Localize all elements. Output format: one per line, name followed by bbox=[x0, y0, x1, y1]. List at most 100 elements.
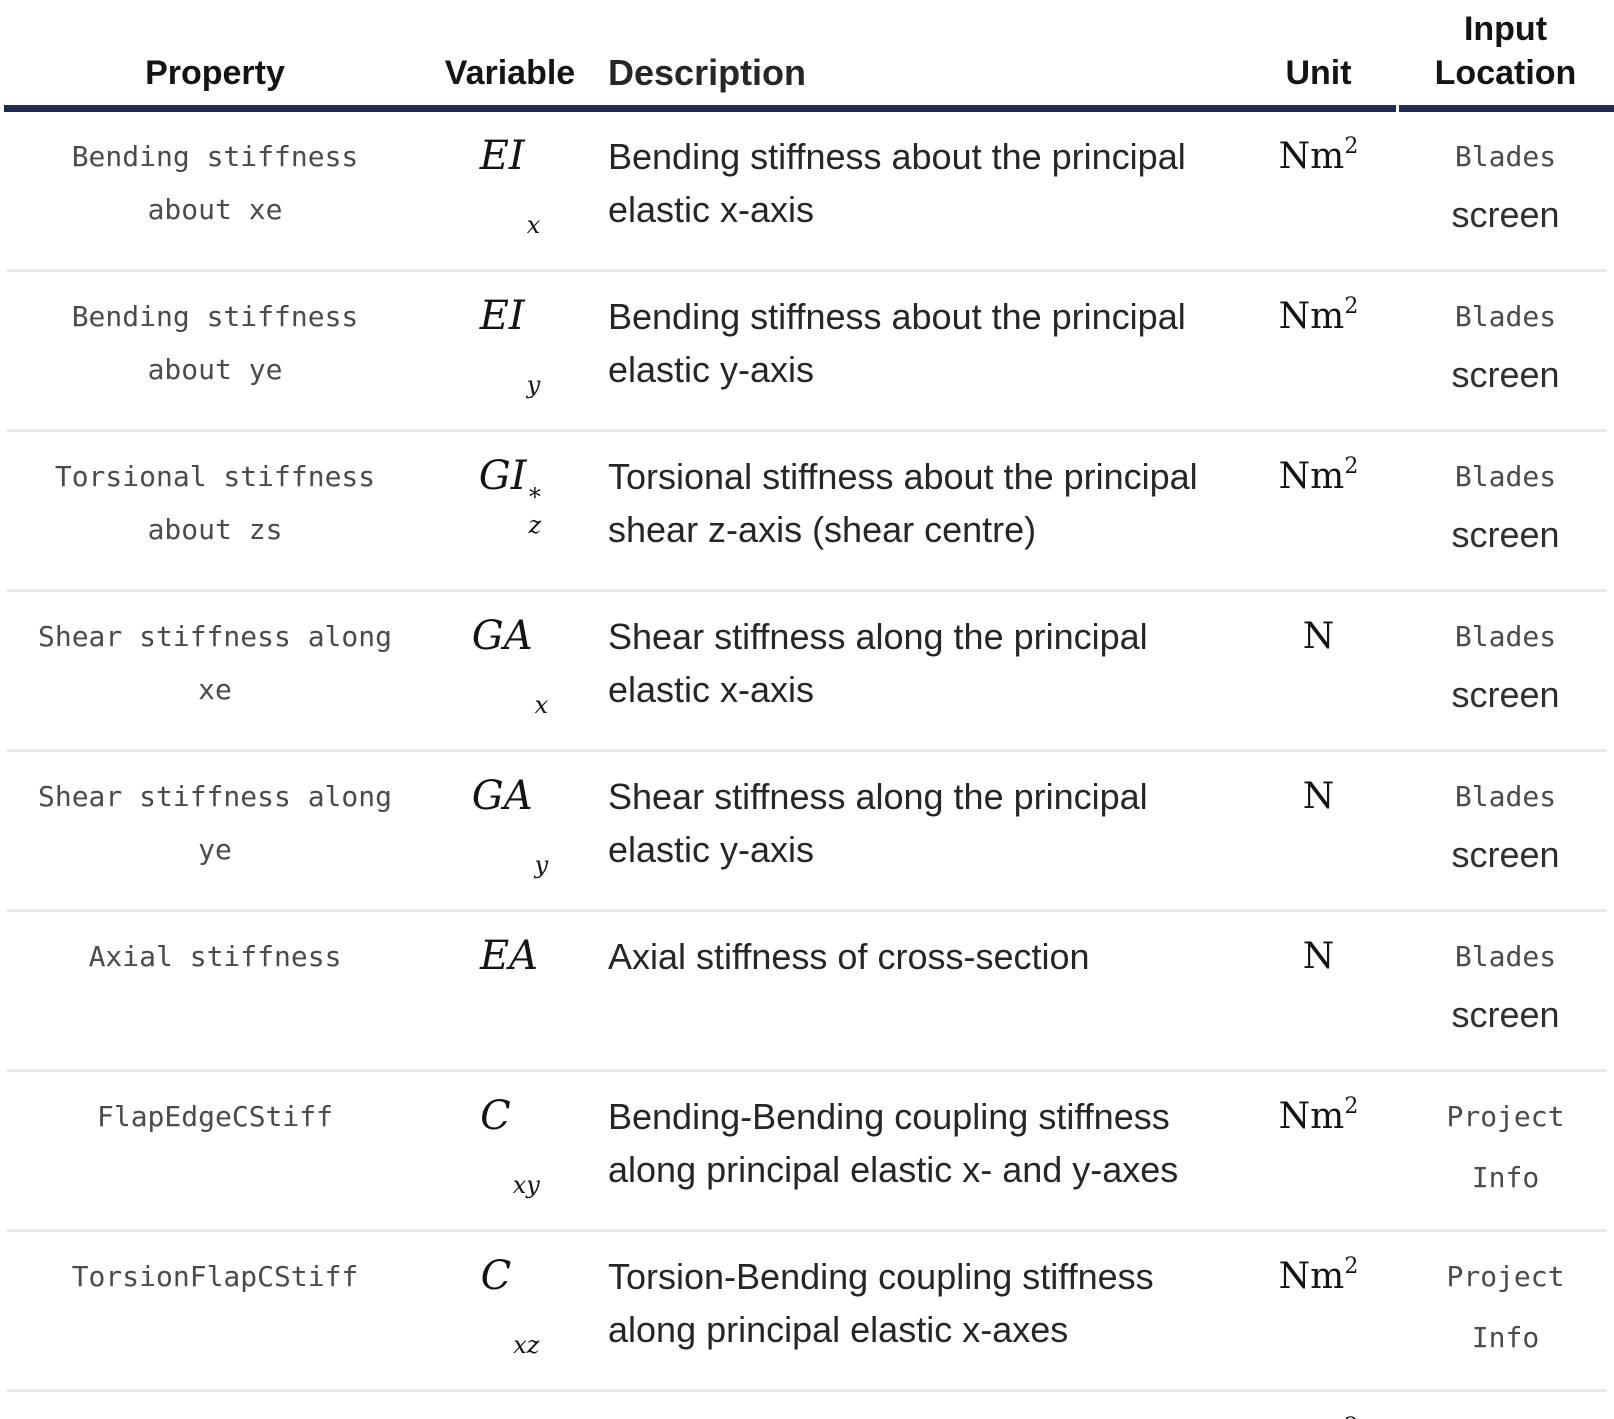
variable-cell: GA x bbox=[430, 610, 590, 717]
location-code: Blades bbox=[1454, 620, 1557, 653]
variable-cell: GI * z bbox=[430, 450, 590, 537]
unit-cell: Nm2 bbox=[1240, 130, 1397, 183]
variable-scripts: y bbox=[527, 345, 541, 397]
input-location-cell: Project Info bbox=[1397, 1250, 1614, 1369]
column-header-variable: Variable bbox=[444, 54, 576, 92]
variable-scripts: y bbox=[535, 825, 549, 877]
input-location-cell: Blades screen bbox=[1397, 770, 1614, 889]
table-body: Bending stiffness about xe EI x Bending s… bbox=[0, 112, 1614, 1419]
variable-cell: EI x bbox=[430, 130, 590, 237]
variable-scripts: x bbox=[527, 185, 541, 237]
column-header-description: Description bbox=[608, 52, 807, 93]
variable-math: GI * z bbox=[479, 453, 541, 537]
variable-subscript: y bbox=[534, 851, 549, 879]
column-header-unit: Unit bbox=[1285, 54, 1352, 92]
variable-math: EA bbox=[480, 933, 540, 979]
location-text: screen bbox=[1451, 674, 1560, 715]
description-cell: Torsion-Bending coupling stiffness along… bbox=[608, 1256, 1154, 1350]
header-rule bbox=[0, 105, 1614, 112]
variable-scripts: xz bbox=[513, 1305, 539, 1357]
variable-math: EI y bbox=[479, 293, 541, 397]
unit-superscript: 2 bbox=[1344, 1094, 1359, 1119]
description-cell: Shear stiffness along the principal elas… bbox=[608, 776, 1148, 870]
variable-cell: EI y bbox=[430, 290, 590, 397]
unit-base: N bbox=[1302, 936, 1335, 977]
location-code: Blades bbox=[1454, 300, 1557, 333]
unit-cell: Nm2 bbox=[1240, 1090, 1397, 1143]
input-location-cell: Blades screen bbox=[1397, 610, 1614, 729]
description-cell: Axial stiffness of cross-section bbox=[608, 936, 1090, 977]
location-text: screen bbox=[1451, 354, 1560, 395]
unit-superscript: 2 bbox=[1344, 294, 1359, 319]
unit-superscript: 2 bbox=[1344, 454, 1359, 479]
table-row: TorsionEdgeCStiff Cyz Torsion-Bending co… bbox=[0, 1389, 1614, 1419]
input-location-cell: Blades screen bbox=[1397, 130, 1614, 249]
variable-subscript: z bbox=[528, 511, 542, 539]
table-row: Shear stiffness along xe GA x Shear stiff… bbox=[0, 589, 1614, 749]
location-text: screen bbox=[1451, 994, 1560, 1035]
property-cell: Bending stiffness about ye bbox=[71, 300, 359, 386]
property-cell: Shear stiffness along xe bbox=[37, 620, 392, 706]
variable-base: EA bbox=[479, 933, 539, 979]
input-location-cell: Project Info bbox=[1397, 1410, 1614, 1419]
description-cell: Bending-Bending coupling stiffness along… bbox=[608, 1096, 1179, 1190]
variable-scripts: xy bbox=[513, 1145, 540, 1197]
location-code: Project Info bbox=[1446, 1260, 1565, 1354]
table-row: Shear stiffness along ye GA y Shear stiff… bbox=[0, 749, 1614, 909]
description-cell: Torsion-Bending coupling stiffness along… bbox=[590, 1410, 1240, 1419]
unit-superscript: 2 bbox=[1344, 134, 1359, 159]
unit-cell: Nm2 bbox=[1240, 450, 1397, 503]
variable-base: C bbox=[480, 1093, 511, 1139]
location-code: Project Info bbox=[1446, 1100, 1565, 1194]
location-code: Blades bbox=[1454, 940, 1557, 973]
unit-base: N bbox=[1302, 776, 1335, 817]
variable-base: EI bbox=[479, 293, 525, 339]
variable-scripts: x bbox=[535, 665, 549, 717]
location-text: screen bbox=[1451, 194, 1560, 235]
unit-base: Nm bbox=[1279, 1416, 1345, 1419]
variable-base: EI bbox=[479, 133, 525, 179]
property-cell: Bending stiffness about xe bbox=[71, 140, 359, 226]
unit-cell: Nm2 bbox=[1240, 1250, 1397, 1303]
description-cell: Shear stiffness along the principal elas… bbox=[608, 616, 1148, 710]
property-cell: TorsionEdgeCStiff bbox=[0, 1410, 430, 1419]
table-row: Bending stiffness about ye EI y Bending s… bbox=[0, 269, 1614, 429]
column-header-input-location: Input Location bbox=[1434, 10, 1577, 92]
variable-subscript: xy bbox=[512, 1171, 540, 1199]
variable-math: EI x bbox=[479, 133, 541, 237]
unit-cell: Nm2 bbox=[1240, 1410, 1397, 1419]
location-text: screen bbox=[1451, 834, 1560, 875]
input-location-cell: Blades screen bbox=[1397, 450, 1614, 569]
unit-cell: Nm2 bbox=[1240, 290, 1397, 343]
table-row: Bending stiffness about xe EI x Bending s… bbox=[0, 112, 1614, 269]
property-cell: TorsionFlapCStiff bbox=[71, 1260, 359, 1293]
column-header-property: Property bbox=[145, 54, 285, 92]
variable-math: GA x bbox=[471, 613, 548, 717]
variable-base: GA bbox=[471, 613, 533, 659]
variable-subscript: x bbox=[526, 211, 541, 239]
unit-superscript: 2 bbox=[1344, 1254, 1359, 1279]
unit-base: Nm bbox=[1278, 1096, 1345, 1137]
variable-base: GA bbox=[471, 773, 533, 819]
unit-cell: N bbox=[1240, 610, 1397, 663]
variable-cell: Cyz bbox=[430, 1410, 590, 1419]
unit-base: Nm bbox=[1278, 296, 1345, 337]
variable-scripts: * z bbox=[529, 485, 542, 537]
location-code: Blades bbox=[1454, 780, 1557, 813]
unit-base: N bbox=[1302, 616, 1335, 657]
unit-base: Nm bbox=[1278, 456, 1345, 497]
property-cell: Axial stiffness bbox=[88, 940, 342, 973]
description-cell: Bending stiffness about the principal el… bbox=[608, 296, 1186, 390]
variable-superscript: * bbox=[528, 483, 541, 511]
variable-subscript: xz bbox=[513, 1331, 540, 1359]
table-header-row: Property Variable Description Unit Input… bbox=[0, 0, 1614, 105]
header-rule-right-segment bbox=[1399, 105, 1614, 112]
description-cell: Torsional stiffness about the principal … bbox=[608, 456, 1198, 550]
unit-superscript: 2 bbox=[1344, 1414, 1358, 1419]
